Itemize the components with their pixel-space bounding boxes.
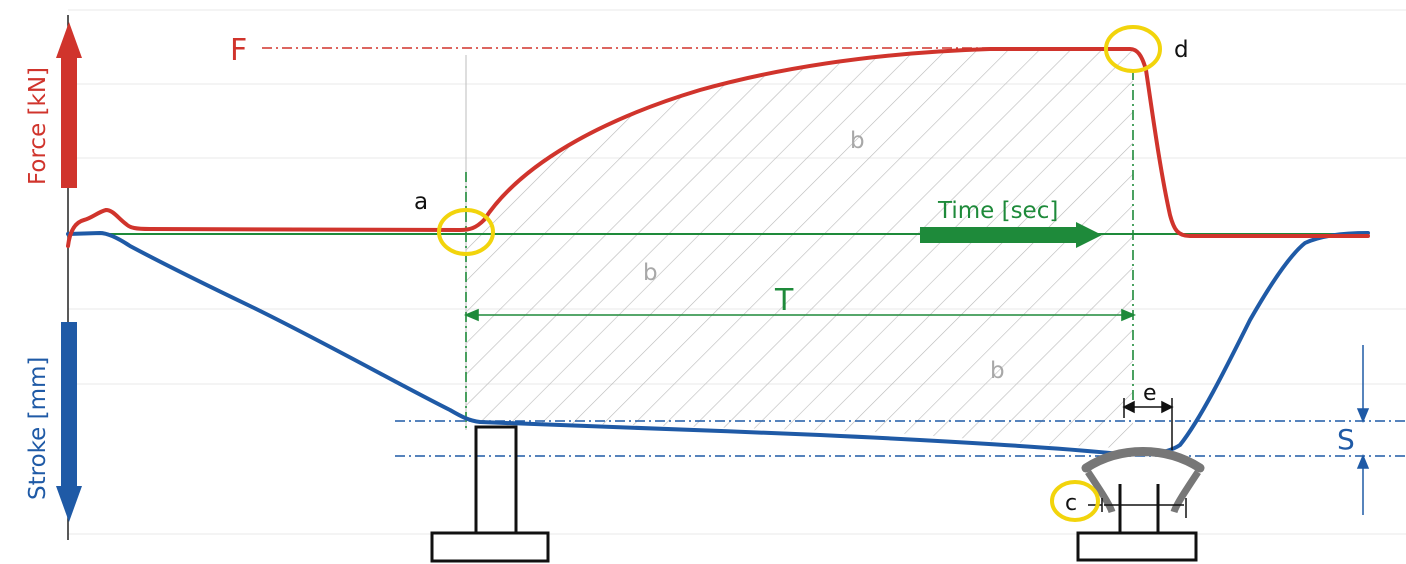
label-T: T [774, 283, 794, 318]
force-curve [66, 47, 1370, 248]
die-tool [1076, 447, 1205, 562]
time-arrow-icon [920, 222, 1102, 248]
stroke-arrow-icon [56, 322, 82, 522]
label-b-lower: b [990, 358, 1005, 384]
time-axis-label: Time [sec] [937, 198, 1058, 224]
stroke-axis-label: Stroke [mm] [25, 357, 51, 500]
label-F: F [230, 33, 247, 68]
label-d: d [1174, 37, 1189, 63]
label-S: S [1337, 423, 1355, 456]
label-e: e [1143, 381, 1157, 406]
label-c: c [1065, 491, 1077, 516]
stroke-curve [66, 231, 1370, 457]
label-b-middle: b [643, 260, 658, 286]
marker-a [437, 208, 495, 256]
force-arrow-icon [56, 22, 82, 188]
gap-dimension [1122, 398, 1174, 450]
hatched-region [466, 50, 1133, 448]
marker-circles [437, 25, 1162, 522]
label-a: a [414, 189, 428, 215]
stroke-dimension [1356, 345, 1370, 515]
marker-d [1104, 25, 1162, 73]
label-b-upper: b [850, 128, 865, 154]
marker-c [1050, 480, 1100, 522]
punch-tool [430, 425, 550, 563]
duration-dimension [463, 308, 1137, 322]
force-axis-label: Force [kN] [25, 67, 51, 185]
